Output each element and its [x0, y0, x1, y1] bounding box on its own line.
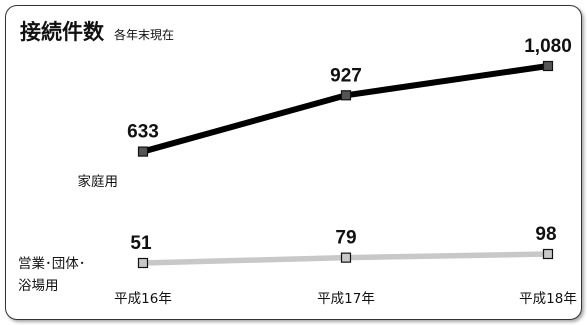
data-point-marker [340, 252, 352, 263]
data-point-marker [542, 60, 554, 72]
data-value-label: 633 [127, 122, 159, 143]
chart-subtitle: 各年末現在 [114, 28, 175, 42]
series-label-business-line2: 浴場用 [18, 278, 59, 294]
data-value-label: 79 [335, 228, 356, 249]
data-value-label: 1,080 [524, 36, 572, 57]
data-point-marker [542, 248, 554, 260]
x-tick-label: 平成17年 [317, 291, 375, 307]
x-tick-label: 平成18年 [519, 291, 577, 307]
data-point-marker [137, 146, 149, 157]
data-value-label: 98 [535, 224, 556, 245]
series-label-business-line1: 営業･団体･ [18, 256, 86, 272]
data-point-marker [137, 257, 149, 269]
chart-frame [5, 5, 582, 320]
chart-title: 接続件数 [20, 20, 104, 44]
data-value-label: 51 [130, 233, 152, 254]
series-label-household: 家庭用 [78, 173, 119, 190]
data-point-marker [340, 90, 352, 101]
chart-title-block: 接続件数 各年末現在 [20, 16, 174, 46]
x-tick-label: 平成16年 [114, 291, 172, 307]
data-value-label: 927 [330, 65, 362, 86]
